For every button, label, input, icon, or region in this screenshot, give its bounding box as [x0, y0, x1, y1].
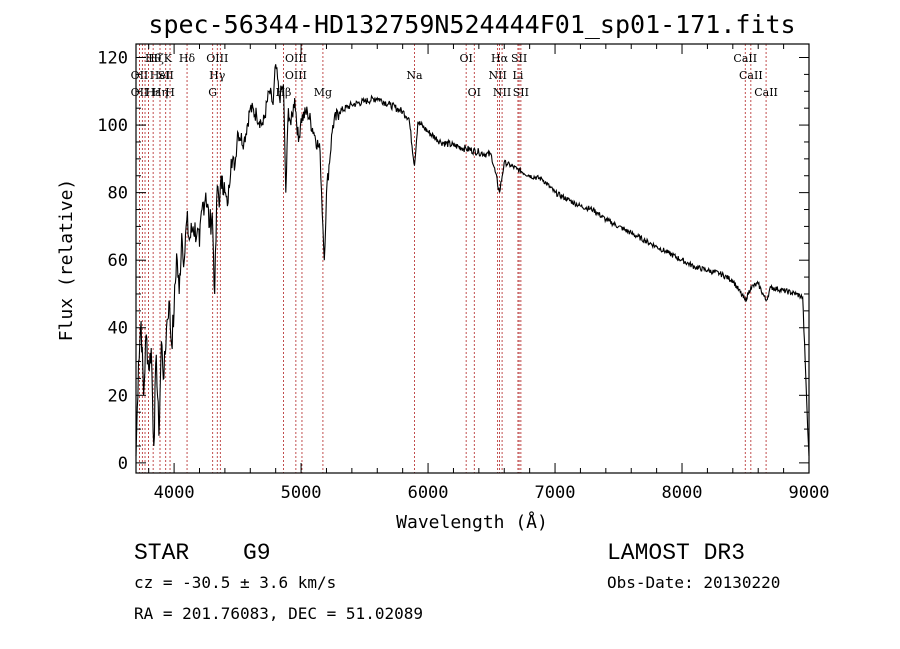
y-tick-label: 120: [97, 49, 128, 69]
spectral-line-label: OIII: [206, 52, 228, 65]
y-tick-label: 40: [108, 319, 128, 339]
x-tick-label: 5000: [281, 483, 322, 503]
spectral-line-label: CaII: [754, 86, 778, 99]
chart-title: spec-56344-HD132759N524444F01_sp01-171.f…: [148, 10, 795, 39]
spectral-line-label: SII: [158, 69, 174, 82]
spectral-line-label: Li: [513, 69, 524, 82]
plot-frame: [135, 43, 810, 474]
spectral-line-label: NII: [493, 86, 511, 99]
subclass: G9: [243, 540, 271, 566]
y-tick-label: 0: [118, 454, 128, 474]
y-tick-label: 60: [108, 251, 128, 271]
spectral-line-label: Hη: [152, 86, 168, 99]
spectral-line-label: G: [208, 86, 217, 99]
spectrum-line: [135, 64, 810, 457]
coordinates: RA = 201.76083, DEC = 51.02089: [134, 604, 423, 623]
x-tick-label: 7000: [535, 483, 576, 503]
y-tick-label: 100: [97, 116, 128, 136]
spectral-line-label: Hε: [145, 86, 161, 99]
spectral-line-label: H: [165, 86, 175, 99]
x-tick-label: 6000: [408, 483, 449, 503]
spectral-line-label: OII: [131, 86, 149, 99]
x-axis-label: Wavelength (Å): [396, 511, 548, 533]
spectral-line-markers: [139, 44, 767, 473]
spectral-line-label: CaII: [739, 69, 763, 82]
x-tick-label: 4000: [154, 483, 195, 503]
spectral-line-label: SII: [513, 86, 529, 99]
spectral-line-label: OII: [131, 69, 149, 82]
x-tick-label: 9000: [789, 483, 830, 503]
spectral-line-label: CaII: [733, 52, 757, 65]
x-axis: 4000 5000 6000 7000 8000 9000: [148, 44, 830, 503]
spectral-line-label: HeI: [150, 69, 170, 82]
spectral-line-label: Hδ: [179, 52, 196, 65]
spectral-line-label: OIII: [285, 52, 307, 65]
spectral-line-label: OI: [468, 86, 481, 99]
spectral-line-label: OI: [459, 52, 472, 65]
object-class: STAR: [134, 540, 189, 566]
spectral-line-label: HζK: [148, 52, 173, 65]
spectral-line-label: Na: [406, 69, 423, 82]
y-tick-label: 80: [108, 184, 128, 204]
spectral-line-label: NII: [488, 69, 506, 82]
spectral-line-label: SII: [511, 52, 527, 65]
y-axis: 0 20 40 60 80 100 120: [97, 49, 809, 474]
spectral-line-label: OIII: [285, 69, 307, 82]
spectral-line-label: Hγ: [209, 69, 226, 82]
spectral-line-label: Hα: [491, 52, 509, 65]
y-axis-label: Flux (relative): [56, 179, 77, 342]
spectral-line-label: Hθ: [145, 52, 162, 65]
survey-name: LAMOST DR3: [607, 540, 745, 566]
x-tick-label: 8000: [662, 483, 703, 503]
y-tick-label: 20: [108, 386, 128, 406]
spectral-line-label: Mg: [314, 86, 332, 99]
obs-date: Obs-Date: 20130220: [607, 573, 780, 592]
velocity-info: cz = -30.5 ± 3.6 km/s: [134, 573, 336, 592]
